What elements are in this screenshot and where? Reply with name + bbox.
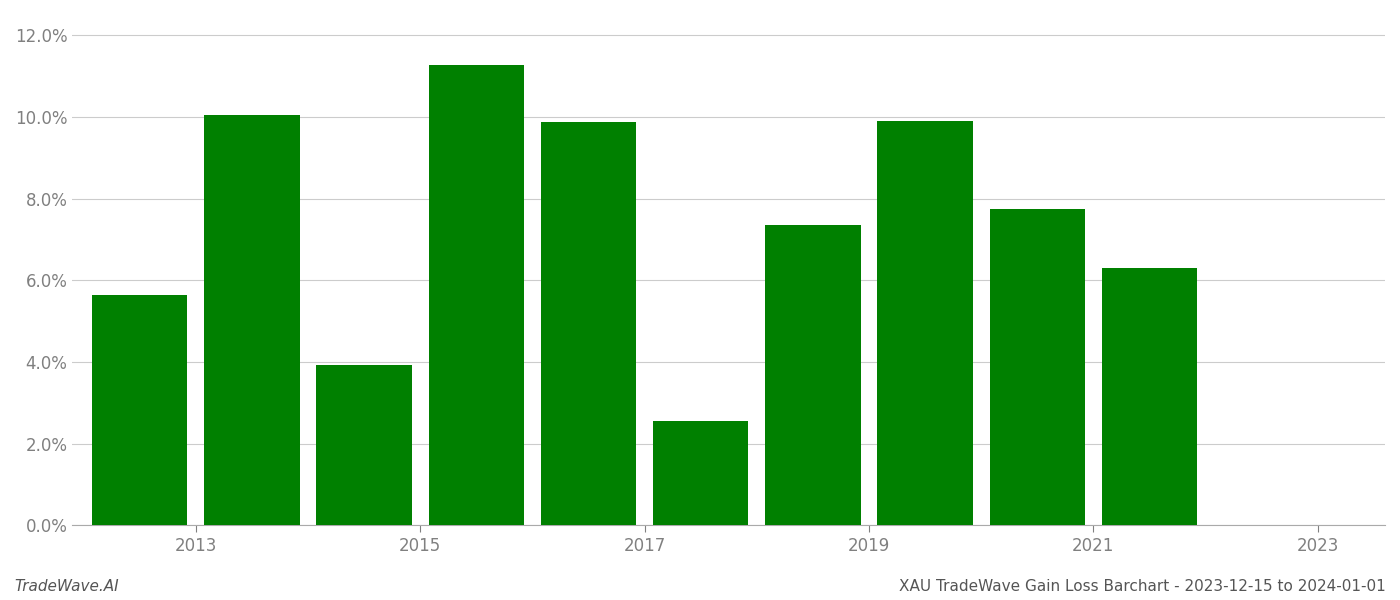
Bar <box>540 122 636 525</box>
Text: XAU TradeWave Gain Loss Barchart - 2023-12-15 to 2024-01-01: XAU TradeWave Gain Loss Barchart - 2023-… <box>899 579 1386 594</box>
Bar <box>766 225 861 525</box>
Text: TradeWave.AI: TradeWave.AI <box>14 579 119 594</box>
Bar <box>316 365 412 525</box>
Bar <box>204 115 300 525</box>
Bar <box>1102 268 1197 525</box>
Bar <box>652 421 749 525</box>
Bar <box>428 65 524 525</box>
Bar <box>990 209 1085 525</box>
Bar <box>878 121 973 525</box>
Bar <box>92 295 188 525</box>
